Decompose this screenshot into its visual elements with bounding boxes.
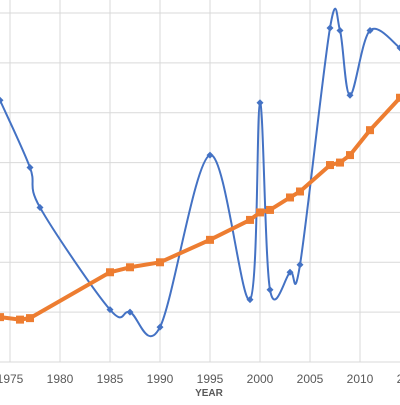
- series-2-point: [336, 159, 344, 167]
- series-2-point: [246, 216, 254, 224]
- x-tick-label: 1985: [97, 372, 124, 386]
- series-2-point: [326, 161, 334, 169]
- series-2-point: [256, 208, 264, 216]
- series-2-point: [296, 187, 304, 195]
- series-1-point: [27, 164, 34, 171]
- series-2-point: [206, 236, 214, 244]
- series-2-point: [286, 193, 294, 201]
- series-1-point: [257, 99, 264, 106]
- x-tick-label: 2015: [397, 372, 400, 386]
- x-tick-label: 1975: [0, 372, 24, 386]
- x-axis-label: YEAR: [195, 388, 224, 399]
- series-2-point: [16, 316, 24, 324]
- x-tick-label: 2010: [347, 372, 374, 386]
- series-2-point: [106, 268, 114, 276]
- x-tick-label: 1980: [47, 372, 74, 386]
- series-1-point: [267, 286, 274, 293]
- series-2-point: [396, 94, 400, 102]
- x-tick-label: 1995: [197, 372, 224, 386]
- x-tick-label: 1990: [147, 372, 174, 386]
- series-1-point: [337, 27, 344, 34]
- series-2-point: [156, 258, 164, 266]
- series-2-point: [26, 314, 34, 322]
- series-2-point: [126, 263, 134, 271]
- series-2-point: [266, 206, 274, 214]
- x-tick-label: 2005: [297, 372, 324, 386]
- series-1-point: [327, 24, 334, 31]
- series-2-point: [346, 151, 354, 159]
- x-tick-label: 2000: [247, 372, 274, 386]
- series-2-point: [366, 126, 374, 134]
- series-2-point: [0, 313, 4, 321]
